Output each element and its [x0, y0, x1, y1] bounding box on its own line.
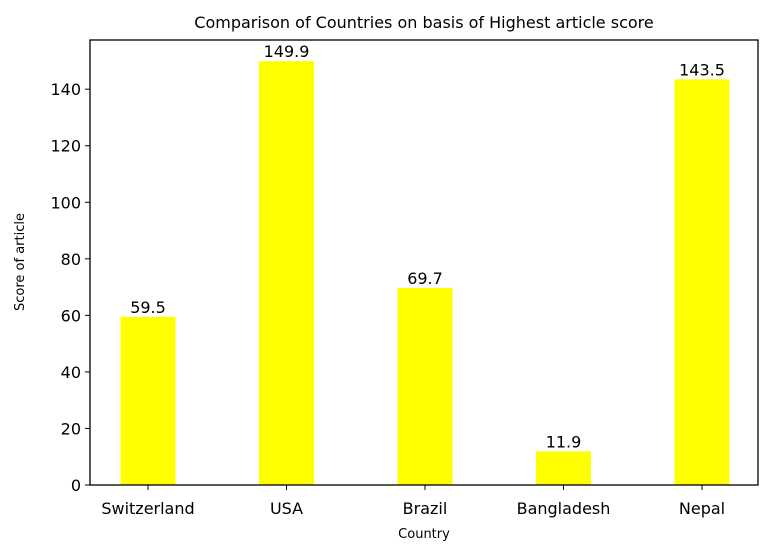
- y-tick-label-40: 40: [61, 363, 81, 382]
- y-tick-label-140: 140: [50, 80, 81, 99]
- bar-label-switzerland: 59.5: [130, 298, 166, 317]
- x-axis-label: Country: [398, 527, 450, 542]
- bar-bangladesh: [536, 451, 591, 485]
- bar-label-brazil: 69.7: [407, 269, 443, 288]
- y-tick-label-100: 100: [50, 193, 81, 212]
- y-axis-label: Score of article: [13, 213, 28, 311]
- y-tick-label-120: 120: [50, 137, 81, 156]
- bars-group: [120, 61, 730, 485]
- y-axis-ticks: 0 20 40 60 80 100 120 140: [50, 80, 90, 495]
- bar-label-usa: 149.9: [264, 42, 310, 61]
- bar-brazil: [397, 287, 453, 485]
- x-axis-ticks: Switzerland USA Brazil Bangladesh Nepal: [101, 485, 725, 518]
- y-tick-label-20: 20: [61, 419, 81, 438]
- y-tick-label-60: 60: [61, 306, 81, 325]
- bar-usa: [259, 61, 314, 485]
- x-tick-label-brazil: Brazil: [403, 499, 448, 518]
- x-tick-label-usa: USA: [270, 499, 303, 518]
- y-tick-label-80: 80: [61, 250, 81, 269]
- y-tick-label-0: 0: [71, 476, 81, 495]
- bar-label-bangladesh: 11.9: [546, 432, 582, 451]
- plot-frame: [89, 39, 759, 486]
- chart-title: Comparison of Countries on basis of High…: [194, 13, 653, 32]
- bar-labels-group: 59.5 149.9 69.7 11.9 143.5: [130, 42, 725, 451]
- bar-switzerland: [120, 316, 176, 485]
- bar-label-nepal: 143.5: [679, 60, 725, 79]
- x-tick-label-nepal: Nepal: [679, 499, 725, 518]
- x-tick-label-switzerland: Switzerland: [101, 499, 194, 518]
- bar-nepal: [674, 79, 730, 485]
- x-tick-label-bangladesh: Bangladesh: [517, 499, 611, 518]
